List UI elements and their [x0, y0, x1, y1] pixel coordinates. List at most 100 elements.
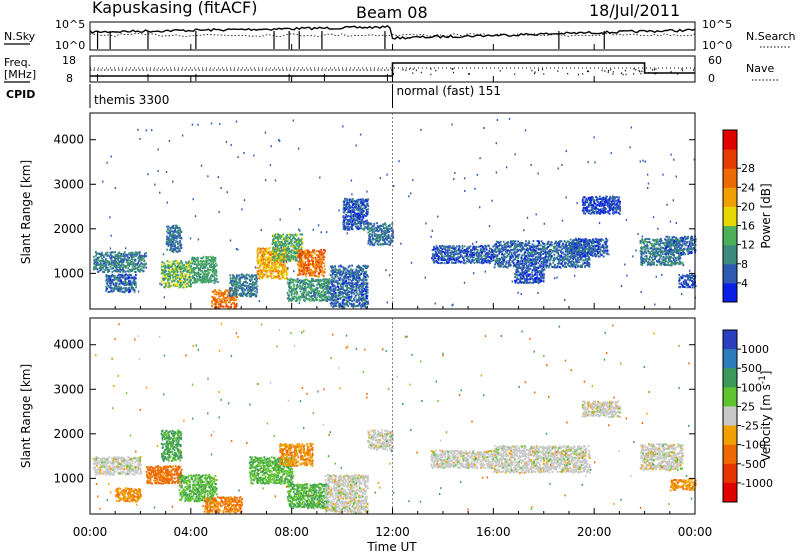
cell-3416	[378, 225, 381, 228]
cell-2346	[300, 280, 303, 283]
cell-3559	[439, 250, 442, 253]
cell-4261	[540, 250, 543, 253]
cell-308	[138, 269, 141, 272]
cell-2295	[292, 288, 294, 291]
cell-3389	[375, 240, 377, 242]
cell-3105	[345, 204, 348, 207]
cell-4746	[529, 273, 532, 276]
cell-2339	[299, 281, 302, 284]
cell-2290	[290, 288, 293, 291]
cell-597	[170, 274, 172, 276]
cell-3556	[439, 256, 441, 259]
cell-2893	[355, 291, 358, 294]
cell-4200	[532, 244, 535, 247]
cell-141	[114, 262, 117, 264]
cell-2601	[333, 304, 335, 307]
cell-2285	[291, 299, 293, 302]
cell-2400	[308, 283, 311, 286]
cell-4663	[514, 276, 516, 278]
cell-958	[196, 275, 198, 278]
cell-382	[111, 280, 114, 283]
cell-4763	[533, 268, 536, 271]
cell-666	[177, 261, 180, 264]
cell-965	[196, 280, 199, 283]
cell-1680	[278, 275, 281, 278]
cell-1723	[282, 267, 284, 269]
cell-869	[175, 240, 178, 243]
cell-2301	[292, 289, 295, 292]
cell-2563	[329, 298, 332, 301]
cell-1446	[254, 294, 257, 297]
cell-913	[180, 231, 183, 233]
cell-1233	[230, 303, 233, 306]
cell-4228	[536, 245, 539, 247]
cell-264	[132, 261, 134, 264]
cell-1854	[281, 251, 284, 254]
cell-2260	[287, 294, 290, 297]
cell-1368	[242, 274, 245, 277]
nave-dot-10	[681, 69, 683, 72]
cell-3862	[491, 253, 494, 256]
cell-3794	[481, 260, 483, 263]
cell-2973	[361, 299, 363, 302]
cell-1675	[277, 261, 280, 264]
cell-3174	[351, 224, 354, 227]
cell-47	[99, 252, 102, 255]
cell-90	[107, 271, 109, 274]
cell-3246	[358, 205, 360, 208]
cell-3947	[502, 257, 504, 260]
cell-1869	[282, 233, 285, 236]
station-title: Kapuskasing (fitACF)	[92, 0, 257, 17]
cell-100	[108, 260, 111, 263]
cell-4533	[573, 256, 576, 259]
cell-3144	[349, 211, 352, 214]
cell-1621	[271, 249, 274, 252]
cell-4824	[570, 248, 573, 251]
cell-3301	[363, 223, 366, 226]
cell-1585	[267, 252, 270, 255]
cell-4151	[527, 265, 530, 268]
cell-4185	[531, 262, 533, 265]
nave-dot-59	[654, 72, 656, 75]
cell-279	[134, 262, 137, 265]
cell-423	[118, 286, 121, 289]
cell-2441	[314, 296, 316, 299]
cell-4733	[526, 273, 529, 276]
cell-3461	[384, 222, 386, 225]
cell-2321	[296, 292, 299, 295]
cell-4743	[529, 281, 531, 284]
cell-3896	[496, 257, 499, 260]
cell-735	[186, 282, 189, 285]
cell-2723	[341, 273, 343, 276]
cell-3281	[362, 221, 364, 224]
cell-3644	[453, 247, 456, 250]
cell-3568	[440, 245, 443, 248]
cell-2291	[291, 287, 293, 290]
cell-463	[124, 283, 127, 286]
cell-4610	[584, 261, 586, 264]
cell-707	[182, 274, 185, 277]
cell-1786	[273, 237, 275, 240]
cell-1798	[274, 233, 277, 236]
cell-516	[133, 278, 136, 281]
cell-1189	[221, 291, 223, 294]
cell-4819	[569, 247, 572, 250]
cell-3692	[462, 249, 465, 252]
cell-3244	[358, 207, 360, 210]
cell-4332	[549, 249, 551, 252]
cell-4603	[582, 259, 585, 262]
cell-599	[169, 266, 172, 268]
cell-552	[163, 269, 166, 272]
cell-1112	[213, 270, 215, 273]
cell-3538	[436, 260, 439, 263]
cell-2210	[317, 254, 320, 257]
cell-3156	[350, 213, 353, 216]
cell-2186	[315, 267, 318, 270]
cell-187	[120, 269, 123, 272]
cell-2859	[351, 270, 354, 273]
cell-1840	[279, 246, 282, 249]
cell-4272	[542, 256, 545, 259]
cell-1043	[206, 276, 208, 279]
cell-2682	[338, 290, 341, 293]
cell-2280	[290, 291, 292, 294]
